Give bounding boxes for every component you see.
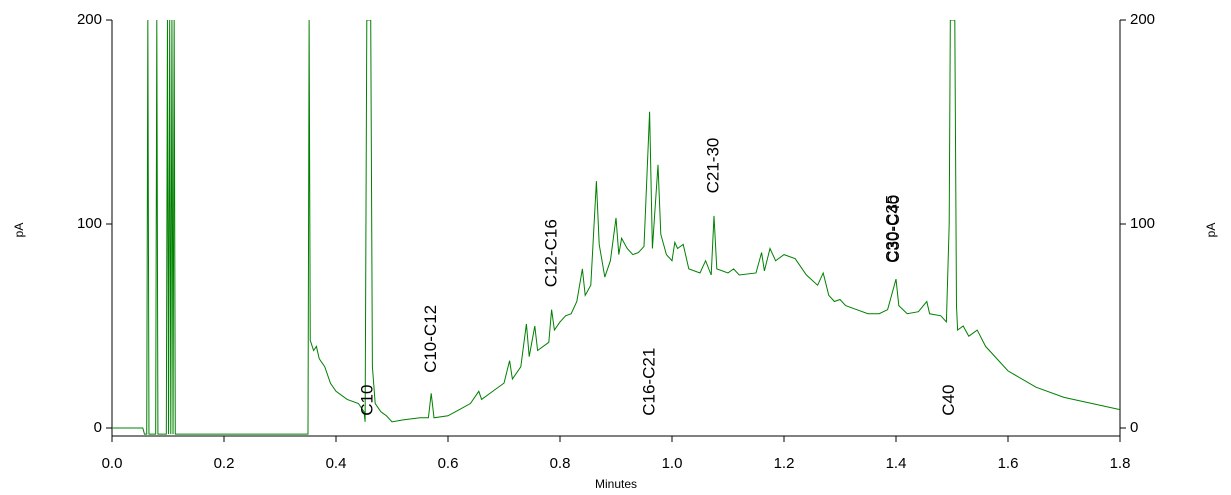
x-tick-label: 0.2: [214, 455, 235, 472]
plot-area: [112, 20, 1120, 435]
y2-axis-label: pA: [1204, 223, 1218, 238]
y2-tick-label: 100: [1130, 215, 1155, 232]
y-tick-label: 100: [77, 215, 102, 232]
y2-tick-label: 0: [1130, 419, 1138, 436]
y-axis-label: pA: [12, 223, 26, 238]
x-tick-label: 1.6: [998, 455, 1019, 472]
x-tick-label: 1.4: [886, 455, 907, 472]
y-tick-label: 200: [77, 11, 102, 28]
x-axis-label: Minutes: [595, 477, 637, 491]
x-tick-label: 1.0: [662, 455, 683, 472]
peak-annotation: C10-C12: [421, 305, 440, 373]
trace-line: [112, 20, 1120, 435]
x-tick-label: 0.0: [102, 455, 123, 472]
x-tick-label: 1.8: [1110, 455, 1131, 472]
peak-annotation: C12-C16: [542, 219, 561, 287]
peak-annotation: C10: [357, 385, 376, 416]
peak-annotation: C30-C35: [883, 195, 902, 263]
x-tick-label: 0.8: [550, 455, 571, 472]
y-tick-label: 0: [94, 419, 102, 436]
peak-annotation: C30-C40: [884, 195, 903, 263]
y2-tick-label: 200: [1130, 11, 1155, 28]
peak-annotation: C16-C21: [640, 348, 659, 416]
peak-annotation: C21-30: [703, 138, 722, 194]
peak-annotation: C40: [939, 385, 958, 416]
x-tick-label: 0.4: [326, 455, 347, 472]
x-tick-label: 1.2: [774, 455, 795, 472]
x-tick-label: 0.6: [438, 455, 459, 472]
